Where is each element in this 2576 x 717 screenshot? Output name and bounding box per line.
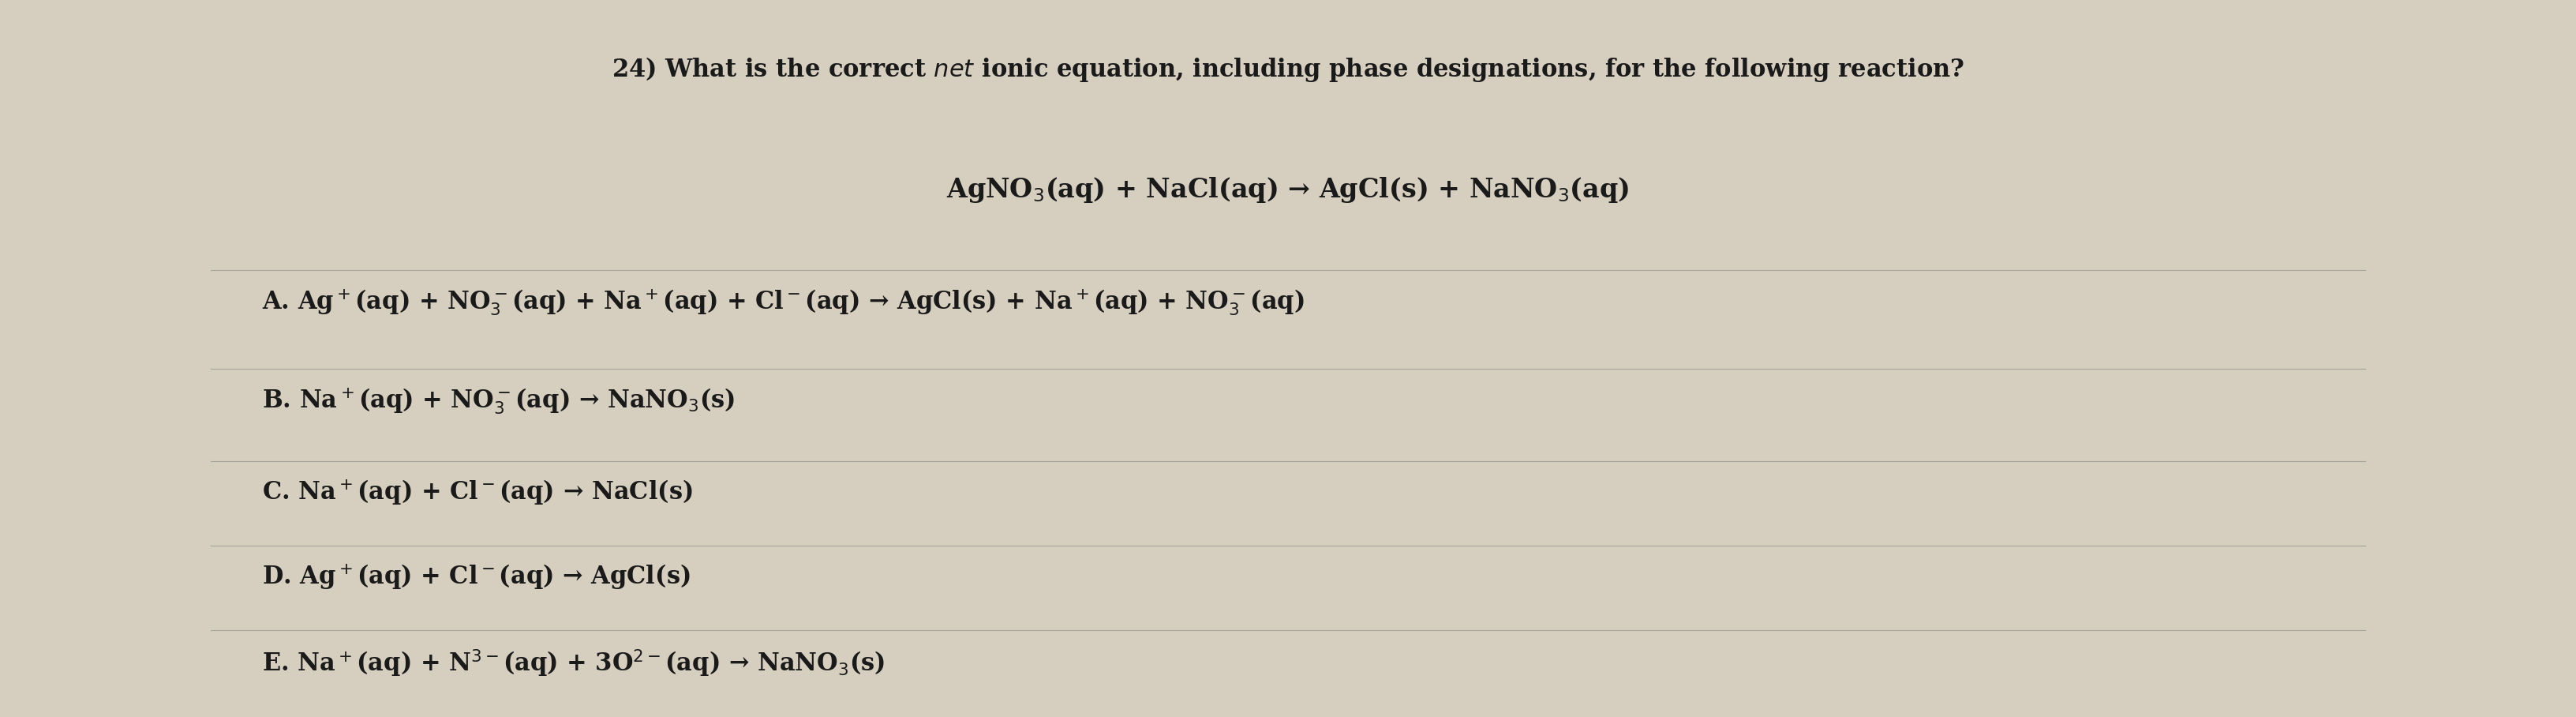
Text: B. Na$^+$(aq) + NO$_3^-$(aq) → NaNO$_3$(s): B. Na$^+$(aq) + NO$_3^-$(aq) → NaNO$_3$(…: [263, 386, 734, 417]
Text: 24) What is the correct $\it{net}$ ionic equation, including phase designations,: 24) What is the correct $\it{net}$ ionic…: [611, 55, 1965, 83]
Text: A. Ag$^+$(aq) + NO$_3^-$(aq) + Na$^+$(aq) + Cl$^-$(aq) → AgCl(s) + Na$^+$(aq) + : A. Ag$^+$(aq) + NO$_3^-$(aq) + Na$^+$(aq…: [263, 288, 1303, 318]
Text: E. Na$^+$(aq) + N$^{3-}$(aq) + 3O$^{2-}$(aq) → NaNO$_3$(s): E. Na$^+$(aq) + N$^{3-}$(aq) + 3O$^{2-}$…: [263, 648, 884, 679]
Text: C. Na$^+$(aq) + Cl$^-$(aq) → NaCl(s): C. Na$^+$(aq) + Cl$^-$(aq) → NaCl(s): [263, 478, 693, 507]
Text: D. Ag$^+$(aq) + Cl$^-$(aq) → AgCl(s): D. Ag$^+$(aq) + Cl$^-$(aq) → AgCl(s): [263, 564, 690, 592]
Text: AgNO$_3$(aq) + NaCl(aq) → AgCl(s) + NaNO$_3$(aq): AgNO$_3$(aq) + NaCl(aq) → AgCl(s) + NaNO…: [945, 175, 1631, 204]
